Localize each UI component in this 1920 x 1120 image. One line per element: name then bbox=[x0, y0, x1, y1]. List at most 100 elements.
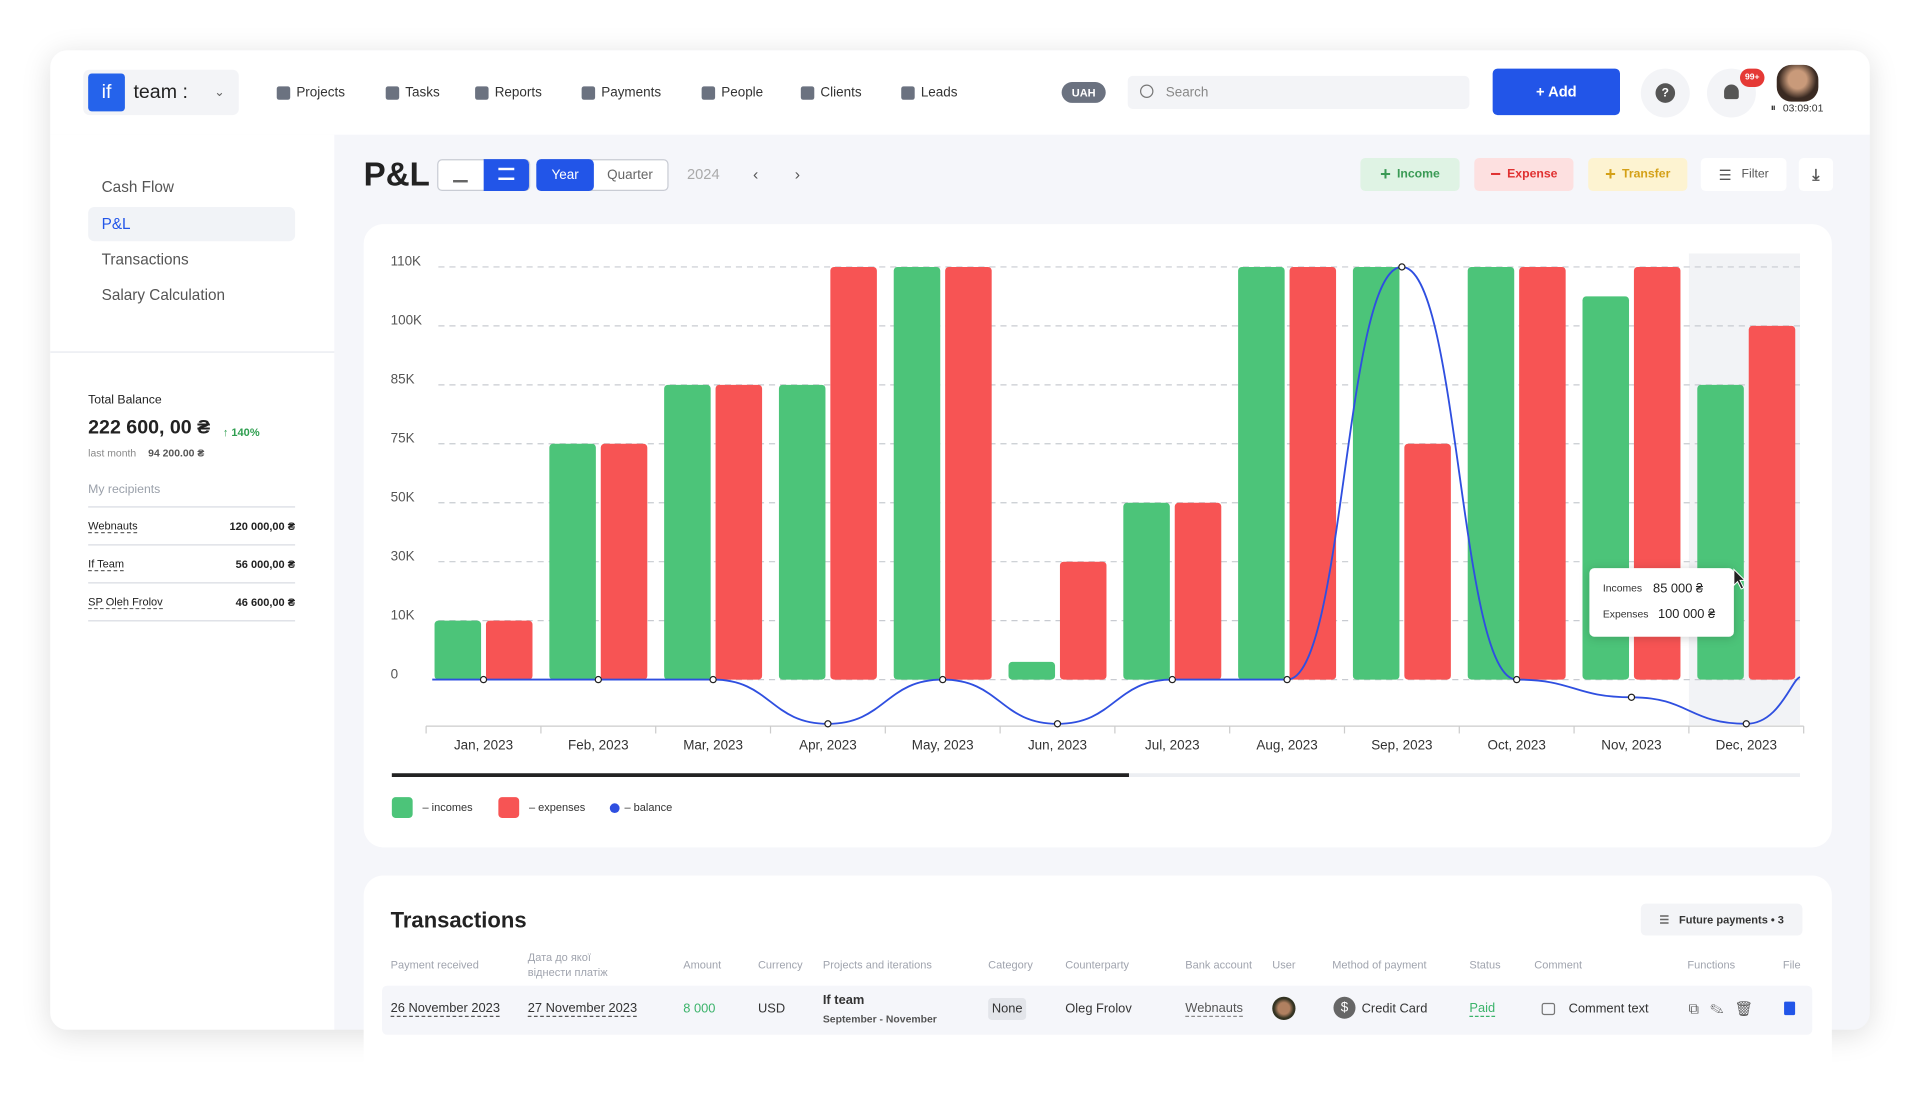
method: Credit Card bbox=[1361, 1001, 1428, 1017]
x-tick-label: Dec, 2023 bbox=[1716, 737, 1777, 752]
chart-view-icon[interactable] bbox=[453, 168, 468, 183]
help-icon: ? bbox=[1655, 83, 1676, 103]
bar bbox=[485, 620, 533, 680]
nav-icon bbox=[385, 86, 400, 100]
method-icon: $ bbox=[1333, 996, 1356, 1019]
legend-label: – incomes bbox=[422, 802, 473, 814]
menu-item[interactable]: Transactions bbox=[101, 251, 189, 269]
table-view-icon bbox=[498, 167, 515, 181]
nav-item[interactable]: Leads bbox=[920, 85, 958, 101]
bar bbox=[830, 266, 877, 680]
x-tick-label: May, 2023 bbox=[912, 737, 974, 752]
recipient-name[interactable]: Webnauts bbox=[88, 519, 138, 534]
balance-point bbox=[709, 675, 717, 684]
row-functions[interactable]: ⧉✎🗑 bbox=[1688, 999, 1765, 1017]
page-title: P&L bbox=[363, 156, 430, 193]
bar bbox=[1467, 266, 1515, 680]
nav-item[interactable]: Clients bbox=[820, 85, 862, 101]
nav-item[interactable]: People bbox=[721, 85, 764, 101]
bar bbox=[549, 443, 596, 680]
search-box[interactable] bbox=[1127, 75, 1470, 109]
total-balance: 222 600, 00 ₴ bbox=[88, 417, 211, 439]
y-tick-label: 30K bbox=[391, 548, 415, 563]
future-payments[interactable]: ☰ Future payments • 3 bbox=[1640, 903, 1803, 936]
tooltip-label: Expenses bbox=[1603, 609, 1649, 620]
prev-button[interactable]: ‹ bbox=[753, 164, 759, 184]
recipient-name[interactable]: SP Oleh Frolov bbox=[88, 595, 163, 610]
bar bbox=[778, 384, 826, 680]
search-placeholder: Search bbox=[1165, 85, 1209, 101]
y-tick-label: 100K bbox=[391, 313, 422, 328]
last-month-label: last month bbox=[88, 446, 137, 460]
menu-item[interactable]: P&L bbox=[101, 215, 131, 233]
bar bbox=[1008, 661, 1056, 680]
y-tick-label: 0 bbox=[391, 666, 398, 681]
period-year[interactable]: Year bbox=[536, 159, 594, 192]
brand-name: team : bbox=[133, 82, 188, 103]
x-tick-label: Feb, 2023 bbox=[568, 737, 629, 752]
nav-icon bbox=[276, 86, 291, 100]
timer-icon: ⏸ bbox=[1770, 101, 1776, 114]
column-header: Functions bbox=[1687, 958, 1736, 972]
transfer-label: Transfer bbox=[1622, 167, 1671, 182]
iteration: September - November bbox=[822, 1012, 937, 1025]
y-tick-label: 85K bbox=[391, 372, 415, 387]
x-tick-label: Jun, 2023 bbox=[1028, 737, 1087, 752]
cursor bbox=[1733, 568, 1747, 590]
balance-point bbox=[824, 720, 832, 728]
chevron: ⌄ bbox=[214, 86, 225, 100]
recipient-amount: 56 000,00 ₴ bbox=[235, 558, 296, 571]
nav-item[interactable]: Payments bbox=[601, 85, 662, 101]
x-tick-label: Oct, 2023 bbox=[1488, 737, 1546, 752]
table-view-button[interactable] bbox=[483, 159, 529, 192]
bank-account: Webnauts bbox=[1185, 1001, 1243, 1017]
transfer-button[interactable]: + Transfer bbox=[1588, 157, 1688, 192]
column-header[interactable]: Payment received bbox=[390, 958, 479, 972]
date-received: 26 November 2023 bbox=[390, 1001, 500, 1017]
last-month: 94 200.00 ₴ bbox=[148, 446, 205, 460]
legend-label: – expenses bbox=[529, 802, 586, 814]
column-header: Status bbox=[1469, 958, 1501, 972]
row-line bbox=[88, 506, 296, 508]
legend-swatch bbox=[498, 797, 520, 818]
bar bbox=[1059, 561, 1107, 680]
filter-icon: ☰ bbox=[1718, 165, 1732, 184]
nav-item[interactable]: Tasks bbox=[405, 85, 440, 101]
column-header[interactable]: Дата до якої віднести платіж bbox=[527, 951, 608, 979]
column-header: File bbox=[1782, 958, 1801, 972]
nav-item[interactable]: Reports bbox=[494, 85, 542, 101]
download-button[interactable]: ⤓ bbox=[1798, 157, 1834, 192]
period-quarter[interactable]: Quarter bbox=[607, 167, 653, 183]
column-header: Counterparty bbox=[1065, 958, 1130, 972]
expense-label: Expense bbox=[1507, 167, 1558, 182]
tooltip-value: 100 000 ₴ bbox=[1658, 606, 1716, 621]
x-tick-label: Mar, 2023 bbox=[683, 737, 743, 752]
menu-item[interactable]: Cash Flow bbox=[101, 178, 174, 196]
row-line bbox=[88, 582, 296, 584]
expense-button[interactable]: − Expense bbox=[1474, 157, 1574, 192]
counterparty: Oleg Frolov bbox=[1065, 1001, 1132, 1017]
nav-item[interactable]: Projects bbox=[296, 85, 346, 101]
column-header: Amount bbox=[683, 958, 722, 972]
x-tick-label: Aug, 2023 bbox=[1256, 737, 1317, 752]
menu-item[interactable]: Salary Calculation bbox=[101, 286, 226, 304]
tooltip-label: Incomes bbox=[1603, 584, 1642, 595]
income-button[interactable]: + Income bbox=[1360, 157, 1460, 192]
legend-swatch bbox=[609, 803, 620, 814]
add-button[interactable]: + Add bbox=[1492, 68, 1621, 116]
avatar[interactable] bbox=[1776, 64, 1819, 102]
content: if team : ⌄ UAH Search + Add ? 99+ ⏸ 03:… bbox=[83, 64, 1834, 1035]
bar bbox=[1748, 325, 1796, 680]
currency-pill[interactable]: UAH bbox=[1061, 82, 1106, 103]
file-icon[interactable] bbox=[1784, 1001, 1796, 1016]
x-tick-label: Sep, 2023 bbox=[1371, 737, 1432, 752]
status: Paid bbox=[1469, 1001, 1496, 1017]
bar bbox=[1174, 502, 1222, 680]
table-row[interactable] bbox=[382, 985, 1813, 1035]
column-header: Bank account bbox=[1185, 958, 1253, 972]
chart: 0 10K 30K 50K 75K 85K 100K 110K Jan, 2023 Feb, 20… bbox=[391, 253, 1805, 818]
bar bbox=[945, 266, 992, 680]
recipient-name[interactable]: If Team bbox=[88, 557, 125, 572]
filter-button[interactable]: ☰ Filter bbox=[1700, 157, 1787, 192]
next-button[interactable]: › bbox=[794, 164, 801, 184]
